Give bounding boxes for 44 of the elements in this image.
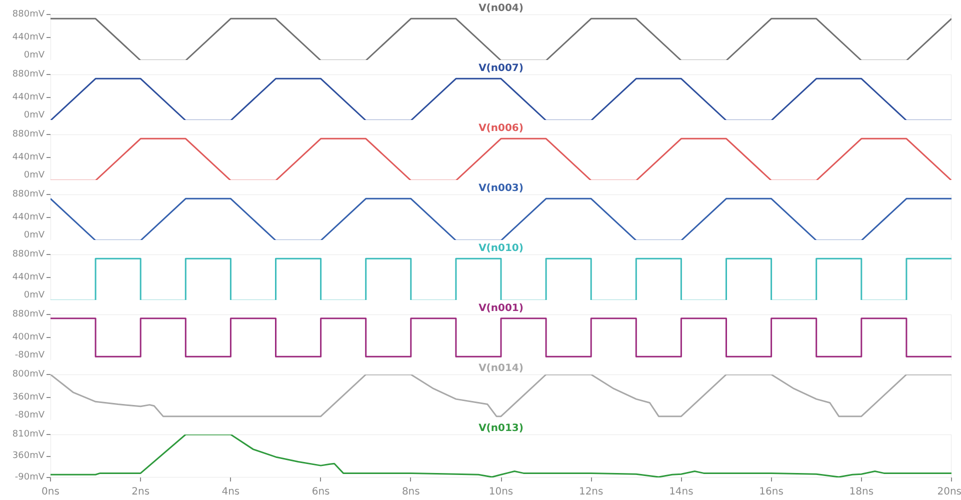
x-tick-label: 14ns	[669, 486, 694, 498]
series-label: V(n004)	[478, 3, 524, 14]
y-tick-label: 880mV	[12, 10, 46, 20]
y-tick-label: 0mV	[24, 170, 46, 180]
y-tick-label: 440mV	[12, 212, 46, 222]
y-tick-label: 360mV	[12, 392, 46, 402]
x-tick-label: 16ns	[759, 486, 784, 498]
x-tick-label: 6ns	[312, 486, 330, 498]
y-tick-label: -90mV	[14, 472, 46, 482]
line-series	[50, 434, 952, 478]
x-tick-label: 20ns	[937, 486, 961, 498]
series-label: V(n003)	[478, 183, 524, 194]
y-tick-label: 880mV	[12, 70, 46, 80]
series-label: V(n007)	[478, 63, 524, 74]
y-tick-label: 0mV	[24, 50, 46, 60]
series-label: V(n006)	[478, 123, 524, 134]
y-tick-label: 800mV	[12, 370, 46, 380]
y-tick-label: 880mV	[12, 130, 46, 140]
x-tick-label: 12ns	[578, 486, 604, 498]
x-tick-label: 18ns	[849, 486, 874, 498]
y-tick-label: -80mV	[14, 410, 46, 420]
y-tick-label: 810mV	[12, 430, 46, 440]
y-tick-label: 440mV	[12, 152, 46, 162]
text: V(n013)	[478, 423, 524, 434]
y-tick-label: 440mV	[12, 272, 46, 282]
series-label: V(n001)	[478, 303, 524, 314]
y-tick-label: 0mV	[24, 110, 46, 120]
y-tick-label: 400mV	[12, 332, 46, 342]
y-tick-label: -80mV	[14, 350, 46, 360]
y-tick-label: 880mV	[12, 190, 46, 200]
y-tick-label: 360mV	[12, 451, 46, 461]
y-tick-label: 880mV	[12, 310, 46, 320]
x-tick-label: 4ns	[222, 486, 240, 498]
x-tick-label: 2ns	[132, 486, 150, 498]
y-tick-label: 0mV	[24, 230, 46, 240]
y-tick-label: 880mV	[12, 250, 46, 260]
x-tick-label: 0ns	[42, 486, 60, 498]
series-label: V(n010)	[478, 243, 524, 254]
x-tick-label: 8ns	[402, 486, 420, 498]
x-tick-label: 10ns	[488, 486, 514, 498]
y-tick-label: 0mV	[24, 290, 46, 300]
series-label: V(n014)	[478, 363, 524, 374]
y-tick-label: 440mV	[12, 32, 46, 42]
y-tick-label: 440mV	[12, 92, 46, 102]
